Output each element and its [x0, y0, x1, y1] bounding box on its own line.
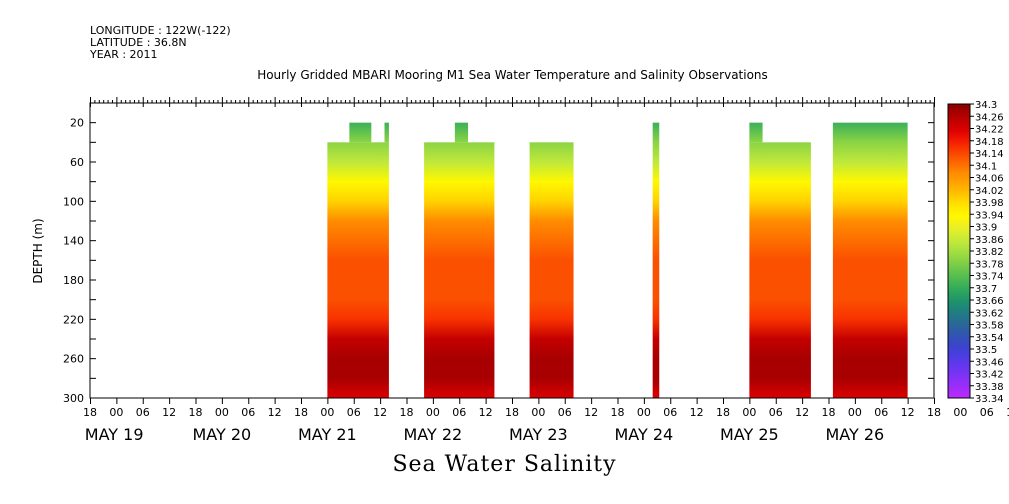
x-hour-tick-label: 12: [795, 406, 809, 419]
x-hour-tick-label: 06: [769, 406, 783, 419]
colorbar-label: 33.34: [975, 394, 1004, 405]
x-day-label: MAY 20: [193, 425, 252, 444]
x-hour-tick-label: 06: [980, 406, 994, 419]
x-hour-tick-label: 00: [953, 406, 967, 419]
colorbar-label: 33.7: [975, 284, 997, 295]
chart-title: Hourly Gridded MBARI Mooring M1 Sea Wate…: [257, 68, 768, 82]
x-hour-tick-label: 00: [215, 406, 229, 419]
colorbar-label: 33.94: [975, 210, 1004, 221]
colorbar-label: 34.22: [975, 125, 1004, 136]
colorbar-label: 33.98: [975, 198, 1004, 209]
colorbar-label: 33.38: [975, 382, 1004, 393]
x-day-label: MAY 21: [298, 425, 357, 444]
x-day-label: MAY 23: [509, 425, 568, 444]
x-hour-tick-label: 12: [373, 406, 387, 419]
x-hour-tick-label: 12: [901, 406, 915, 419]
colorbar-label: 33.82: [975, 247, 1004, 258]
x-hour-tick-label: 12: [584, 406, 598, 419]
x-hour-tick-label: 00: [531, 406, 545, 419]
x-hour-tick-label: 12: [268, 406, 282, 419]
data-segment-5: [749, 142, 811, 398]
x-hour-tick-label: 18: [189, 406, 203, 419]
x-hour-tick-label: 12: [1006, 406, 1009, 419]
data-segment-3: [529, 142, 574, 398]
x-day-label: MAY 24: [615, 425, 674, 444]
x-hour-tick-label: 06: [874, 406, 888, 419]
x-hour-tick-label: 12: [690, 406, 704, 419]
y-tick-label: 260: [63, 353, 84, 366]
x-hour-tick-label: 06: [241, 406, 255, 419]
y-tick-label: 60: [70, 156, 84, 169]
colorbar-label: 33.54: [975, 333, 1004, 344]
colorbar: [947, 103, 971, 399]
colorbar-label: 33.62: [975, 308, 1004, 319]
data-segment-1-top-1: [349, 122, 372, 143]
colorbar-label: 33.46: [975, 357, 1004, 368]
x-hour-tick-label: 18: [927, 406, 941, 419]
x-hour-tick-label: 18: [83, 406, 97, 419]
x-hour-tick-label: 06: [347, 406, 361, 419]
x-hour-tick-label: 06: [558, 406, 572, 419]
x-hour-tick-label: 00: [848, 406, 862, 419]
x-hour-tick-label: 06: [663, 406, 677, 419]
x-hour-tick-label: 18: [611, 406, 625, 419]
colorbar-label: 33.66: [975, 296, 1004, 307]
y-tick-label: 180: [63, 274, 84, 287]
x-day-label: MAY 19: [85, 425, 144, 444]
x-hour-tick-label: 06: [136, 406, 150, 419]
x-hour-tick-label: 00: [426, 406, 440, 419]
colorbar-label: 34.18: [975, 137, 1004, 148]
x-hour-tick-label: 00: [320, 406, 334, 419]
data-segment-5-top-1: [749, 122, 763, 143]
colorbar-label: 33.58: [975, 321, 1004, 332]
x-hour-tick-label: 06: [452, 406, 466, 419]
y-tick-label: 300: [63, 392, 84, 405]
y-tick-label: 220: [63, 313, 84, 326]
colorbar-label: 33.42: [975, 370, 1004, 381]
x-hour-tick-label: 18: [400, 406, 414, 419]
data-segment-2-top-1: [454, 122, 469, 143]
y-axis-title: DEPTH (m): [31, 218, 45, 284]
colorbar-label: 33.78: [975, 259, 1004, 270]
colorbar-label: 34.3: [975, 100, 997, 111]
longitude-label: LONGITUDE : 122W(-122): [90, 24, 231, 37]
colorbar-label: 34.26: [975, 112, 1004, 123]
x-day-label: MAY 26: [826, 425, 885, 444]
x-hour-tick-label: 00: [742, 406, 756, 419]
colorbar-label: 34.14: [975, 149, 1004, 160]
year-label: YEAR : 2011: [90, 48, 158, 61]
data-segment-4: [652, 122, 660, 399]
x-axis-title: Sea Water Salinity: [392, 452, 617, 477]
colorbar-label: 33.74: [975, 272, 1004, 283]
latitude-label: LATITUDE : 36.8N: [90, 36, 187, 49]
colorbar-label: 34.06: [975, 174, 1004, 185]
y-tick-label: 140: [63, 235, 84, 248]
x-hour-tick-label: 18: [716, 406, 730, 419]
x-hour-tick-label: 12: [162, 406, 176, 419]
colorbar-label: 34.02: [975, 186, 1004, 197]
x-hour-tick-label: 00: [637, 406, 651, 419]
data-segment-6: [832, 122, 908, 399]
data-segment-1-top-2: [384, 122, 389, 143]
data-segment-2: [424, 142, 495, 398]
colorbar-label: 33.5: [975, 345, 997, 356]
colorbar-label: 33.86: [975, 235, 1004, 246]
x-hour-tick-label: 00: [109, 406, 123, 419]
colorbar-label: 34.1: [975, 161, 997, 172]
x-hour-tick-label: 12: [479, 406, 493, 419]
data-segment-1: [327, 142, 389, 398]
x-day-label: MAY 25: [720, 425, 779, 444]
x-hour-tick-label: 18: [294, 406, 308, 419]
y-tick-label: 20: [70, 117, 84, 130]
x-hour-tick-label: 18: [505, 406, 519, 419]
y-tick-label: 100: [63, 195, 84, 208]
x-hour-tick-label: 18: [822, 406, 836, 419]
x-day-label: MAY 22: [404, 425, 463, 444]
colorbar-label: 33.9: [975, 223, 997, 234]
